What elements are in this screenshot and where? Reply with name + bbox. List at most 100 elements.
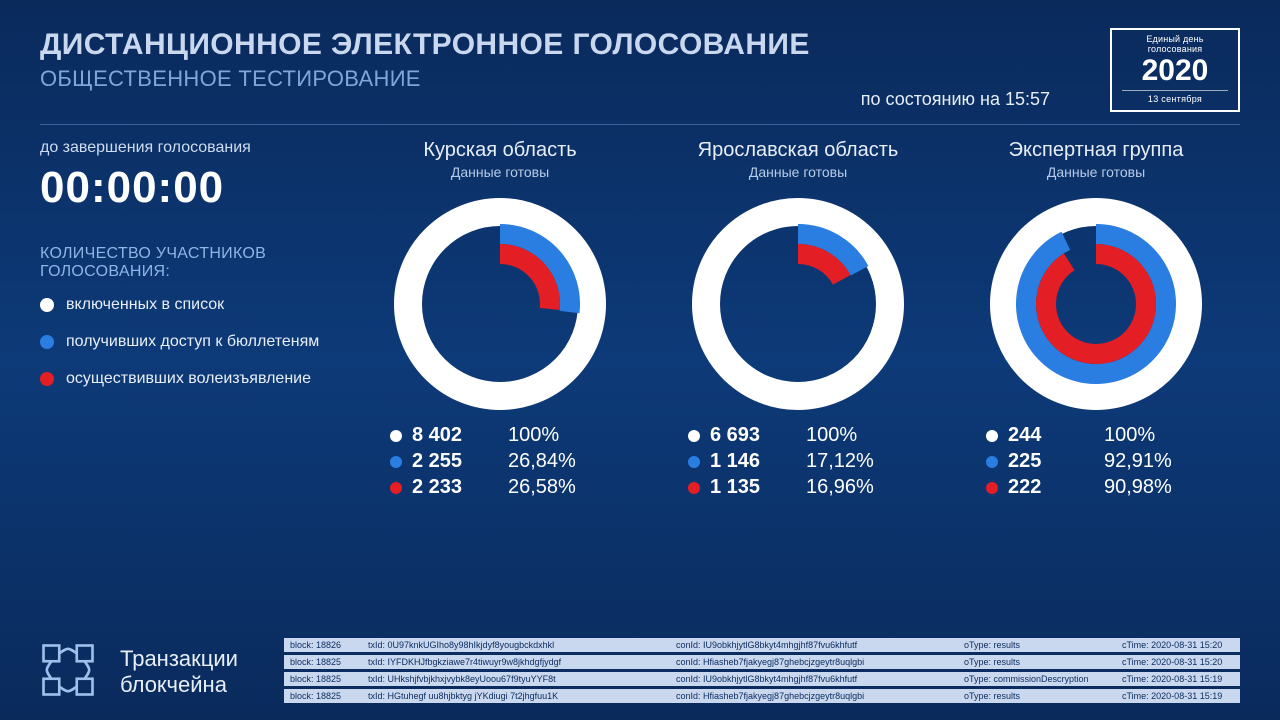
stat-percent: 16,96% <box>806 476 874 499</box>
tx-cell: txId: 0U97knkUGIho8y98hIkjdyf8yougbckdxh… <box>368 640 668 650</box>
stat-row: 8 402 100% <box>390 424 610 447</box>
event-logo: Единый день голосования 2020 13 сентября <box>1110 28 1240 112</box>
tx-cell: conId: Hfiasheb7fjakyegj87ghebcjzgeytr8u… <box>676 657 956 667</box>
stat-row: 2 255 26,84% <box>390 450 610 473</box>
legend-item: осуществивших волеизъявление <box>40 369 340 390</box>
stat-count: 6 693 <box>710 424 796 447</box>
stat-percent: 17,12% <box>806 450 874 473</box>
legend-item: включенных в список <box>40 295 340 316</box>
legend-label: включенных в список <box>66 295 224 316</box>
tx-cell: txId: HGtuhegf uu8hjbktyg jYKdiugi 7t2jh… <box>368 691 668 701</box>
tx-cell: block: 18825 <box>290 674 360 684</box>
tx-cell: block: 18826 <box>290 640 360 650</box>
stat-percent: 26,84% <box>508 450 576 473</box>
stat-dot <box>986 456 998 468</box>
legend: включенных в список получивших доступ к б… <box>40 295 340 389</box>
as-of-time: по состоянию на 15:57 <box>861 89 1050 110</box>
region-stats: 6 693 100% 1 146 17,12% 1 135 16,96% <box>688 424 908 499</box>
stat-count: 2 233 <box>412 476 498 499</box>
stat-dot <box>986 482 998 494</box>
region-name: Курская область <box>356 139 644 162</box>
stat-count: 1 146 <box>710 450 796 473</box>
region-name: Экспертная группа <box>952 139 1240 162</box>
stat-percent: 100% <box>1104 424 1155 447</box>
logo-year: 2020 <box>1122 56 1228 86</box>
tx-cell: conId: Hfiasheb7fjakyegj87ghebcjzgeytr8u… <box>676 691 956 701</box>
stat-row: 1 135 16,96% <box>688 476 908 499</box>
regions-row: Курская область Данные готовы 8 402 100% 2 2… <box>356 139 1240 632</box>
region-name: Ярославская область <box>654 139 942 162</box>
legend-dot <box>40 298 54 312</box>
stat-percent: 100% <box>806 424 857 447</box>
tx-cell: block: 18825 <box>290 657 360 667</box>
stat-dot <box>688 482 700 494</box>
tx-cell: oType: results <box>964 691 1114 701</box>
region-panel: Курская область Данные готовы 8 402 100% 2 2… <box>356 139 644 632</box>
tx-cell: oType: results <box>964 640 1114 650</box>
stat-percent: 100% <box>508 424 559 447</box>
stat-percent: 90,98% <box>1104 476 1172 499</box>
donut-chart <box>986 194 1206 414</box>
region-panel: Экспертная группа Данные готовы 244 100% 225… <box>952 139 1240 632</box>
stat-percent: 92,91% <box>1104 450 1172 473</box>
legend-label: получивших доступ к бюллетеням <box>66 332 319 353</box>
stat-dot <box>986 430 998 442</box>
tx-cell: conId: IU9obkhjytlG8bkyt4mhgjhf87fvu6khf… <box>676 674 956 684</box>
tx-cell: txId: UHkshjfvbjkhxjvybk8eyUoou67f9tyuYY… <box>368 674 668 684</box>
transaction-row: block: 18825 txId: UHkshjfvbjkhxjvybk8eyU… <box>284 672 1240 686</box>
stat-row: 244 100% <box>986 424 1206 447</box>
legend-dot <box>40 372 54 386</box>
region-status: Данные готовы <box>356 164 644 180</box>
title-block: ДИСТАНЦИОННОЕ ЭЛЕКТРОННОЕ ГОЛОСОВАНИЕ ОБ… <box>40 28 810 92</box>
divider <box>40 124 1240 125</box>
stat-count: 1 135 <box>710 476 796 499</box>
tx-cell: oType: commissionDescryption <box>964 674 1114 684</box>
countdown-timer: 00:00:00 <box>40 163 340 213</box>
transaction-row: block: 18825 txId: IYFDKHJfbgkziawe7r4tiw… <box>284 655 1240 669</box>
stat-row: 222 90,98% <box>986 476 1206 499</box>
stat-dot <box>390 482 402 494</box>
countdown-label: до завершения голосования <box>40 139 340 157</box>
donut-chart <box>688 194 908 414</box>
footer: Транзакции блокчейна block: 18826 txId: 0… <box>40 638 1240 706</box>
legend-title: КОЛИЧЕСТВО УЧАСТНИКОВ ГОЛОСОВАНИЯ: <box>40 245 340 281</box>
region-panel: Ярославская область Данные готовы 6 693 100… <box>654 139 942 632</box>
stat-dot <box>390 430 402 442</box>
blockchain-label: Транзакции блокчейна <box>120 646 260 699</box>
legend-dot <box>40 335 54 349</box>
tx-cell: txId: IYFDKHJfbgkziawe7r4tiwuyr9w8jkhdgf… <box>368 657 668 667</box>
stat-dot <box>688 430 700 442</box>
tx-cell: cTime: 2020-08-31 15:20 <box>1122 657 1234 667</box>
tx-cell: cTime: 2020-08-31 15:19 <box>1122 674 1234 684</box>
stat-row: 1 146 17,12% <box>688 450 908 473</box>
stat-count: 2 255 <box>412 450 498 473</box>
logo-heading: Единый день голосования <box>1122 34 1228 54</box>
left-panel: до завершения голосования 00:00:00 КОЛИЧ… <box>40 139 340 632</box>
stat-count: 8 402 <box>412 424 498 447</box>
transaction-row: block: 18826 txId: 0U97knkUGIho8y98hIkjdy… <box>284 638 1240 652</box>
legend-label: осуществивших волеизъявление <box>66 369 311 390</box>
legend-item: получивших доступ к бюллетеням <box>40 332 340 353</box>
region-stats: 8 402 100% 2 255 26,84% 2 233 26,58% <box>390 424 610 499</box>
tx-cell: cTime: 2020-08-31 15:19 <box>1122 691 1234 701</box>
tx-cell: cTime: 2020-08-31 15:20 <box>1122 640 1234 650</box>
transaction-row: block: 18825 txId: HGtuhegf uu8hjbktyg jY… <box>284 689 1240 703</box>
stat-count: 244 <box>1008 424 1094 447</box>
transactions-table: block: 18826 txId: 0U97knkUGIho8y98hIkjdy… <box>284 638 1240 706</box>
page-title: ДИСТАНЦИОННОЕ ЭЛЕКТРОННОЕ ГОЛОСОВАНИЕ <box>40 28 810 62</box>
blockchain-icon <box>40 642 96 703</box>
stat-row: 2 233 26,58% <box>390 476 610 499</box>
stat-count: 222 <box>1008 476 1094 499</box>
stat-row: 22592,91% <box>986 450 1206 473</box>
stat-dot <box>390 456 402 468</box>
stat-percent: 26,58% <box>508 476 576 499</box>
tx-cell: conId: IU9obkhjytlG8bkyt4mhgjhf87fvu6khf… <box>676 640 956 650</box>
region-status: Данные готовы <box>654 164 942 180</box>
header: ДИСТАНЦИОННОЕ ЭЛЕКТРОННОЕ ГОЛОСОВАНИЕ ОБ… <box>40 28 1240 112</box>
region-status: Данные готовы <box>952 164 1240 180</box>
stat-dot <box>688 456 700 468</box>
region-stats: 244 100% 22592,91% 222 90,98% <box>986 424 1206 499</box>
tx-cell: block: 18825 <box>290 691 360 701</box>
logo-date: 13 сентября <box>1122 90 1228 104</box>
stat-row: 6 693 100% <box>688 424 908 447</box>
